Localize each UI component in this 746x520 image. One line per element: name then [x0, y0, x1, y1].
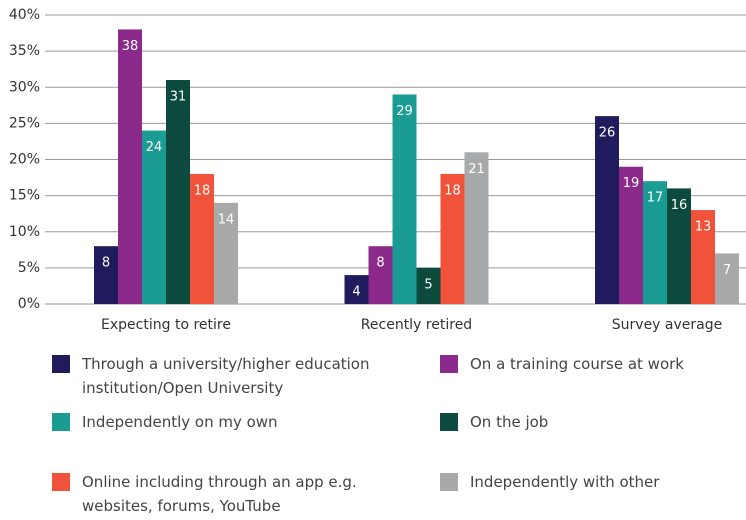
- legend-item: Independently on my own: [52, 410, 392, 434]
- bar: [440, 173, 465, 304]
- bar: [190, 173, 214, 304]
- y-tick-label: 0%: [18, 296, 40, 312]
- legend-label: Independently with other: [470, 473, 660, 491]
- bar: [643, 181, 667, 304]
- legend-swatch: [440, 413, 458, 431]
- y-tick-label: 30%: [9, 79, 40, 95]
- x-tick-label: Survey average: [612, 317, 722, 333]
- y-tick-label: 5%: [18, 260, 40, 276]
- data-label: 24: [146, 140, 163, 155]
- bar: [94, 246, 118, 304]
- legend-label: On the job: [470, 413, 549, 431]
- data-label: 19: [623, 176, 640, 191]
- bar: [691, 210, 715, 304]
- legend-swatch: [440, 355, 458, 373]
- legend-label: Online including through an app e.g. web…: [82, 473, 357, 515]
- legend-swatch: [52, 413, 70, 431]
- bar: [142, 130, 166, 304]
- legend-item: Independently with other: [440, 470, 730, 494]
- data-label: 8: [102, 256, 110, 271]
- bar: [595, 116, 619, 305]
- y-tick-label: 15%: [9, 188, 40, 204]
- data-label: 7: [723, 263, 731, 278]
- data-label: 14: [218, 212, 235, 227]
- y-tick-label: 35%: [9, 43, 40, 59]
- y-tick-label: 40%: [9, 7, 40, 23]
- data-label: 16: [671, 198, 688, 213]
- bar: [118, 29, 142, 304]
- legend-label: Independently on my own: [82, 413, 278, 431]
- legend-label: Through a university/higher education in…: [82, 355, 370, 397]
- data-label: 29: [396, 104, 413, 119]
- data-label: 18: [194, 183, 211, 198]
- legend-label: On a training course at work: [470, 355, 684, 373]
- y-tick-label: 20%: [9, 152, 40, 168]
- bar: [166, 80, 190, 305]
- bar: [667, 188, 691, 304]
- legend-swatch: [52, 355, 70, 373]
- data-label: 5: [424, 277, 432, 292]
- y-tick-label: 25%: [9, 115, 40, 131]
- bar: [464, 152, 489, 304]
- bar: [416, 267, 441, 304]
- bar: [715, 253, 739, 304]
- legend-item: Online including through an app e.g. web…: [52, 470, 392, 518]
- bar: [368, 246, 393, 304]
- legend-swatch: [52, 473, 70, 491]
- bar: [619, 166, 643, 304]
- plot: 0% 5% 10% 15% 20% 25% 30% 35% 40% Expecting to re…: [9, 7, 746, 333]
- legend-item: On the job: [440, 410, 730, 434]
- x-tick-label: Expecting to retire: [101, 317, 231, 333]
- legend-swatch: [440, 473, 458, 491]
- data-label: 31: [170, 90, 187, 105]
- y-tick-label: 10%: [9, 224, 40, 240]
- legend-item: On a training course at work: [440, 352, 730, 376]
- legend-item: Through a university/higher education in…: [52, 352, 392, 400]
- data-label: 21: [468, 162, 485, 177]
- bar: [214, 202, 238, 304]
- data-label: 8: [376, 256, 384, 271]
- data-label: 4: [352, 285, 360, 300]
- data-label: 13: [695, 220, 712, 235]
- data-label: 38: [122, 39, 139, 54]
- data-label: 17: [647, 191, 664, 206]
- bar: [392, 94, 417, 304]
- bar: [344, 275, 369, 304]
- x-tick-label: Recently retired: [361, 317, 472, 333]
- data-label: 18: [444, 183, 461, 198]
- data-label: 26: [599, 126, 616, 141]
